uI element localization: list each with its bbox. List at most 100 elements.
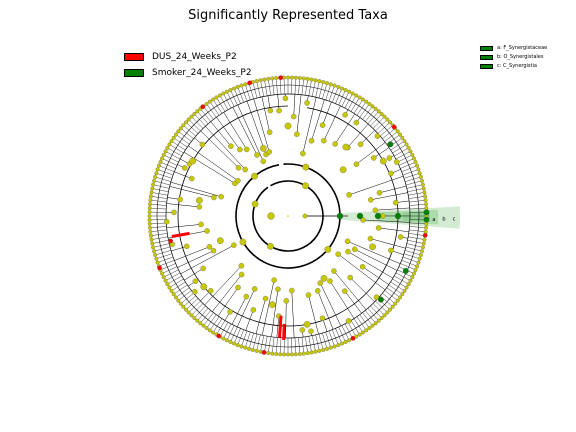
inner-branch	[379, 185, 407, 194]
leaf-node	[423, 198, 428, 203]
tree-node	[299, 327, 306, 333]
leaf-node	[181, 123, 186, 128]
leaf-node	[192, 316, 197, 320]
leaf-node	[152, 178, 157, 183]
leaf-node	[243, 345, 248, 350]
leaf-node	[171, 292, 176, 297]
leaf-node	[270, 351, 275, 356]
legend-item-dus: DUS_24_Weeks_P2	[124, 52, 237, 62]
leaf-node	[410, 275, 415, 280]
leaf-node	[415, 264, 420, 269]
leaf-node	[207, 99, 212, 104]
tree-node	[335, 251, 341, 257]
leaf-node	[364, 99, 369, 104]
tree-node	[344, 238, 351, 245]
leaf-node	[204, 102, 209, 106]
leaf-node	[278, 352, 283, 357]
leaf-node	[305, 76, 310, 81]
leaf-node	[160, 271, 164, 276]
leaf-node	[395, 129, 400, 134]
leaf-node	[151, 245, 156, 250]
tree-node	[379, 157, 387, 165]
legend-item-b: b: O_Synergistales	[480, 54, 544, 60]
inner-branch	[349, 175, 404, 196]
tree-node	[353, 161, 360, 167]
leaf-node	[174, 132, 178, 137]
tree-node	[342, 288, 348, 294]
leaf-node	[148, 229, 153, 234]
leaf-node	[232, 86, 237, 91]
tree-node	[392, 199, 399, 206]
leaf-node	[301, 351, 306, 356]
legend-label-dus: DUS_24_Weeks_P2	[152, 52, 237, 62]
leaf-node	[424, 221, 429, 226]
leaf-node	[274, 76, 279, 80]
inner-branch	[347, 241, 401, 265]
legend-label-smoker: Smoker_24_Weeks_P2	[152, 68, 252, 78]
inner-branch	[245, 309, 254, 331]
inner-branch	[237, 104, 264, 162]
tree-node	[207, 287, 214, 294]
tree-arc	[252, 180, 324, 252]
inner-branch	[212, 274, 242, 312]
legend-swatch-a	[480, 45, 493, 51]
inner-branch	[311, 99, 325, 141]
tree-node	[367, 197, 374, 203]
leaf-node	[325, 346, 329, 351]
tree-node	[346, 192, 352, 198]
leaf-node	[402, 139, 407, 144]
inner-branch	[370, 192, 408, 201]
leaf-node	[417, 256, 422, 261]
leaf-node	[357, 332, 362, 337]
tree-node	[239, 238, 247, 246]
tree-node	[388, 247, 394, 254]
leaf-node	[422, 237, 427, 242]
tree-node	[192, 288, 198, 295]
leaf-node	[266, 76, 271, 81]
smoker-node	[356, 212, 364, 220]
tree-node	[204, 228, 210, 234]
clade-label-b: b	[442, 217, 445, 223]
dus-node	[391, 124, 397, 130]
leaf-node	[149, 190, 154, 195]
leaf-node	[398, 132, 402, 137]
leaf-node	[217, 93, 222, 98]
inner-branch	[188, 145, 239, 181]
leaf-node	[224, 89, 229, 94]
inner-branch	[177, 250, 214, 268]
tree-node	[345, 248, 351, 255]
leaf-node	[367, 326, 372, 330]
legend-label-a: a: F_Synergistaceae	[497, 45, 548, 51]
leaf-node	[232, 341, 237, 346]
tree-node	[347, 274, 353, 281]
inner-branch	[223, 112, 247, 150]
leaf-node	[148, 202, 152, 207]
leaf-node	[421, 241, 426, 246]
inner-branch	[354, 249, 398, 271]
tree-node	[331, 268, 337, 274]
leaf-node	[155, 167, 160, 172]
leaf-node	[325, 81, 329, 86]
inner-branch	[166, 203, 200, 208]
legend-label-c: c: C_Synergistia	[497, 63, 537, 69]
tree-node	[216, 237, 224, 244]
inner-branch	[184, 268, 204, 281]
tree-node	[228, 143, 234, 149]
tree-node	[218, 193, 224, 200]
inner-branch	[166, 224, 202, 228]
leaf-node	[406, 145, 411, 150]
tree-node	[305, 292, 312, 298]
leaf-node	[195, 318, 200, 323]
inner-branch	[261, 280, 275, 336]
inner-branch	[338, 253, 386, 291]
tree-node	[235, 284, 241, 291]
tree-node	[196, 204, 203, 210]
leaf-node	[198, 321, 203, 326]
tree-node	[345, 318, 352, 324]
inner-branch	[344, 290, 362, 314]
dus-bar	[277, 315, 283, 338]
tree-node	[372, 207, 379, 213]
leaf-node	[147, 218, 152, 222]
leaf-node	[148, 198, 153, 203]
leaf-node	[207, 328, 212, 333]
